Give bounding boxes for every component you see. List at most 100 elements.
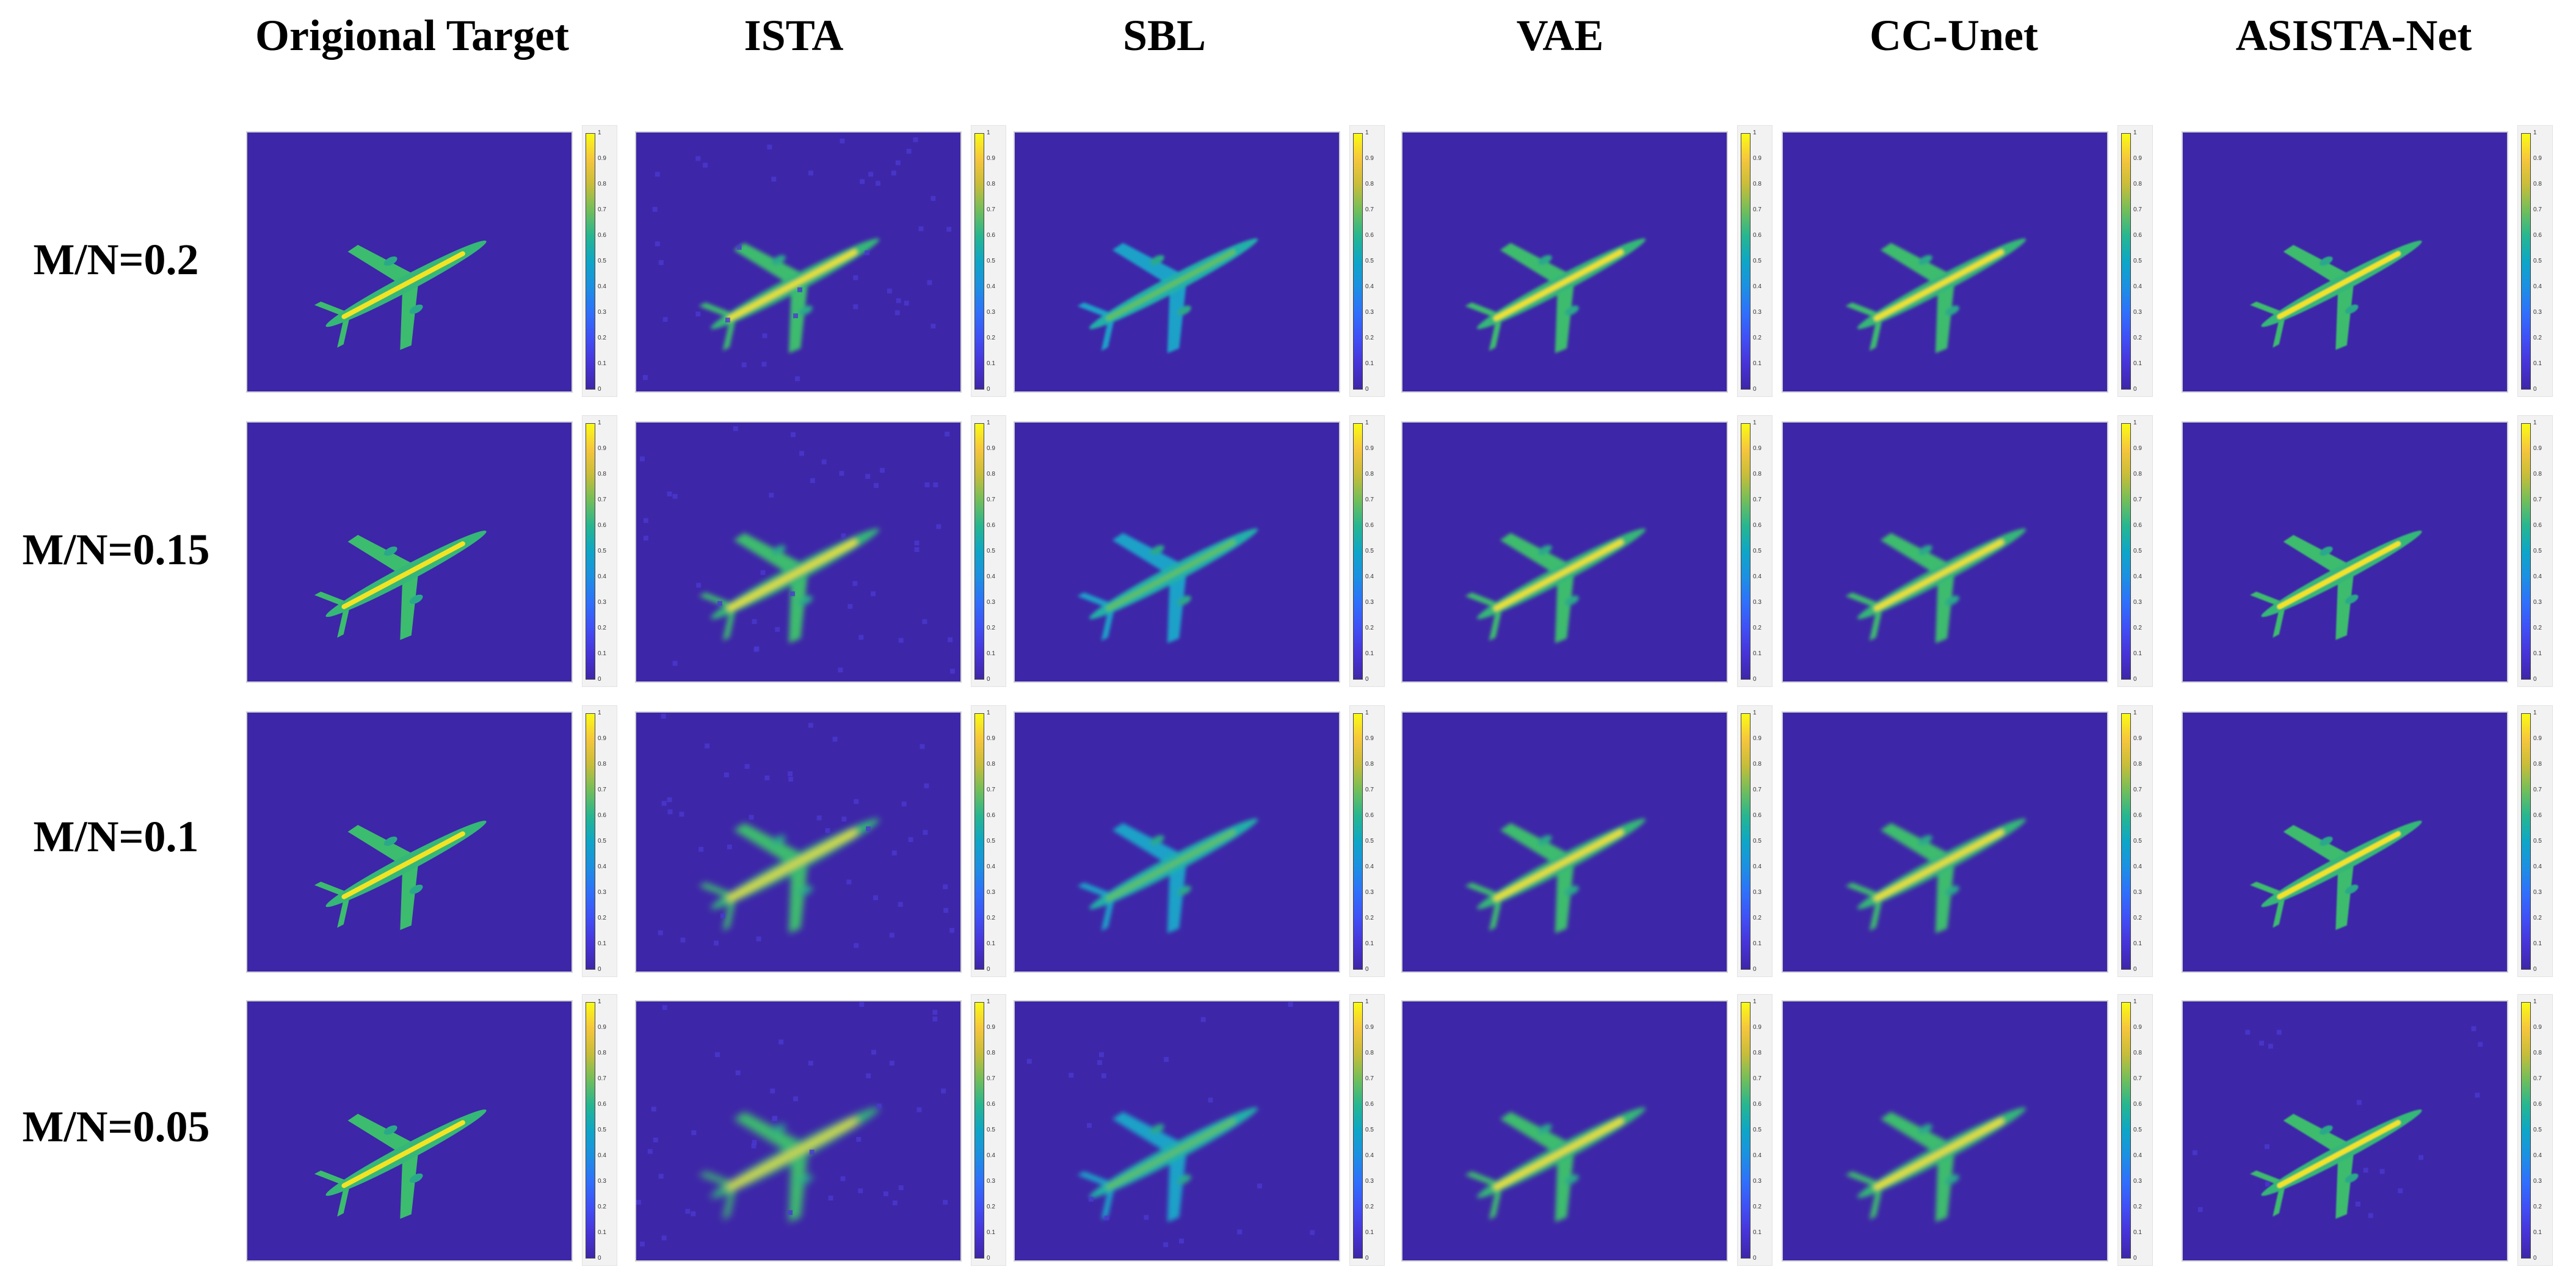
colorbar-tick-label: 0.7: [598, 496, 606, 503]
colorbar: 0 0.1 0.2 0.3 0.4 0.5 0.6 0.7 0.8 0.9 1: [1737, 415, 1772, 687]
colorbar-tick-label: 0.3: [598, 599, 606, 606]
colorbar-tick-label: 0.1: [987, 360, 995, 367]
colorbar-tick-label: 0.5: [987, 838, 995, 845]
colorbar-tick-label: 0.5: [1365, 838, 1374, 845]
column-header: CC-Unet: [1870, 11, 2038, 60]
colorbar-tick-label: 1: [987, 420, 990, 426]
colorbar-tick-label: 0.5: [1753, 258, 1761, 264]
colorbar-tick-label: 0.5: [598, 548, 606, 554]
colorbar-tick-label: 0.1: [1753, 1229, 1761, 1236]
column-header: ASISTA-Net: [2235, 11, 2472, 60]
colorbar-tick-label: 0: [1365, 1255, 1369, 1262]
colorbar-tick-label: 0: [987, 1255, 990, 1262]
colorbar-tick-label: 0.8: [987, 1050, 995, 1056]
colorbar-tick-label: 0.5: [2533, 258, 2542, 264]
colorbar-tick-label: 0.1: [1365, 1229, 1374, 1236]
airplane-target: [698, 818, 880, 934]
colorbar-tick-label: 0.6: [598, 522, 606, 529]
colorbar-gradient: [2521, 1002, 2531, 1259]
colorbar-tick-label: 0: [598, 966, 601, 973]
colorbar-tick-label: 0.4: [987, 1152, 995, 1159]
colorbar-tick-label: 1: [2533, 129, 2537, 136]
colorbar-tick-label: 0.5: [2133, 1127, 2142, 1133]
colorbar-gradient: [1741, 133, 1751, 390]
colorbar-tick-label: 0.6: [598, 812, 606, 819]
colorbar: 0 0.1 0.2 0.3 0.4 0.5 0.6 0.7 0.8 0.9 1: [2517, 994, 2553, 1266]
colorbar-tick-label: 0.3: [1365, 599, 1374, 606]
colorbar-tick-label: 0.3: [1365, 1178, 1374, 1185]
reconstruction-image: [2182, 1000, 2508, 1262]
colorbar-tick-label: 0.8: [2533, 181, 2542, 187]
colorbar-tick-label: 0.8: [1753, 181, 1761, 187]
colorbar-tick-label: 0.8: [1365, 471, 1374, 478]
reconstruction-image: [1014, 1000, 1340, 1262]
colorbar-gradient: [2121, 133, 2131, 390]
colorbar-tick-label: 1: [598, 129, 601, 136]
colorbar-gradient: [974, 1002, 984, 1259]
colorbar-gradient: [2121, 423, 2131, 680]
colorbar-tick-label: 0.1: [1753, 940, 1761, 947]
colorbar: 0 0.1 0.2 0.3 0.4 0.5 0.6 0.7 0.8 0.9 1: [2517, 415, 2553, 687]
colorbar-tick-label: 0.9: [2133, 155, 2142, 162]
colorbar-tick-label: 0.3: [2133, 309, 2142, 316]
colorbar-tick-label: 0.4: [598, 283, 606, 290]
colorbar-tick-label: 0: [2533, 1255, 2537, 1262]
colorbar-tick-label: 0.4: [2533, 863, 2542, 870]
colorbar-tick-label: 0: [598, 386, 601, 393]
colorbar-tick-label: 0.8: [1365, 1050, 1374, 1056]
airplane-target: [698, 528, 880, 644]
colorbar-gradient: [2521, 713, 2531, 970]
colorbar-tick-label: 0.6: [987, 1101, 995, 1108]
colorbar-tick-label: 0.9: [1365, 445, 1374, 452]
airplane-target: [1845, 528, 2026, 644]
colorbar-tick-label: 0.5: [598, 838, 606, 845]
colorbar-tick-label: 0.7: [1753, 1075, 1761, 1082]
colorbar-tick-label: 0.6: [598, 1101, 606, 1108]
colorbar-tick-label: 0.9: [987, 445, 995, 452]
colorbar-tick-label: 0.2: [2533, 625, 2542, 631]
reconstruction-image: [1014, 131, 1340, 393]
colorbar-tick-label: 0.7: [2133, 206, 2142, 213]
colorbar-tick-label: 1: [987, 710, 990, 716]
colorbar-tick-label: 0.1: [598, 360, 606, 367]
colorbar-tick-label: 0.7: [2133, 1075, 2142, 1082]
airplane-target: [314, 240, 487, 351]
colorbar-tick-label: 1: [1753, 129, 1757, 136]
colorbar-tick-label: 0.2: [2133, 915, 2142, 921]
colorbar-tick-label: 0.7: [1753, 786, 1761, 793]
colorbar: 0 0.1 0.2 0.3 0.4 0.5 0.6 0.7 0.8 0.9 1: [971, 705, 1006, 977]
colorbar: 0 0.1 0.2 0.3 0.4 0.5 0.6 0.7 0.8 0.9 1: [2117, 994, 2153, 1266]
colorbar-tick-label: 0.5: [598, 1127, 606, 1133]
reconstruction-image: [246, 711, 573, 973]
colorbar-tick-label: 0.9: [2133, 735, 2142, 742]
colorbar-tick-label: 0.1: [2533, 1229, 2542, 1236]
colorbar-tick-label: 0.7: [1365, 496, 1374, 503]
row-label: M/N=0.2: [33, 235, 199, 284]
colorbar-tick-label: 0.8: [2533, 761, 2542, 768]
colorbar-tick-label: 0.9: [598, 445, 606, 452]
colorbar-tick-label: 0.7: [2533, 206, 2542, 213]
colorbar: 0 0.1 0.2 0.3 0.4 0.5 0.6 0.7 0.8 0.9 1: [582, 994, 617, 1266]
colorbar-gradient: [1353, 423, 1363, 680]
colorbar-tick-label: 0.9: [987, 735, 995, 742]
colorbar: 0 0.1 0.2 0.3 0.4 0.5 0.6 0.7 0.8 0.9 1: [971, 994, 1006, 1266]
colorbar-tick-label: 0.4: [1365, 283, 1374, 290]
colorbar-gradient: [2121, 713, 2131, 970]
colorbar-tick-label: 0.8: [987, 761, 995, 768]
colorbar-tick-label: 0.2: [987, 1204, 995, 1210]
colorbar-tick-label: 0.9: [2533, 155, 2542, 162]
colorbar-tick-label: 0.6: [2533, 522, 2542, 529]
colorbar-tick-label: 0.8: [2133, 761, 2142, 768]
colorbar-tick-label: 0: [1753, 966, 1757, 973]
colorbar-tick-label: 0.6: [1753, 1101, 1761, 1108]
colorbar-tick-label: 0.1: [1753, 360, 1761, 367]
colorbar-tick-label: 0.6: [1365, 232, 1374, 239]
colorbar-tick-label: 0.3: [1753, 599, 1761, 606]
airplane-target: [1845, 238, 2026, 354]
colorbar-tick-label: 0.2: [987, 915, 995, 921]
colorbar-tick-label: 0.3: [1365, 889, 1374, 896]
colorbar-tick-label: 0.2: [598, 335, 606, 341]
colorbar-tick-label: 0.9: [1753, 1024, 1761, 1031]
colorbar-tick-label: 0.7: [598, 1075, 606, 1082]
colorbar-tick-label: 1: [2133, 998, 2137, 1005]
